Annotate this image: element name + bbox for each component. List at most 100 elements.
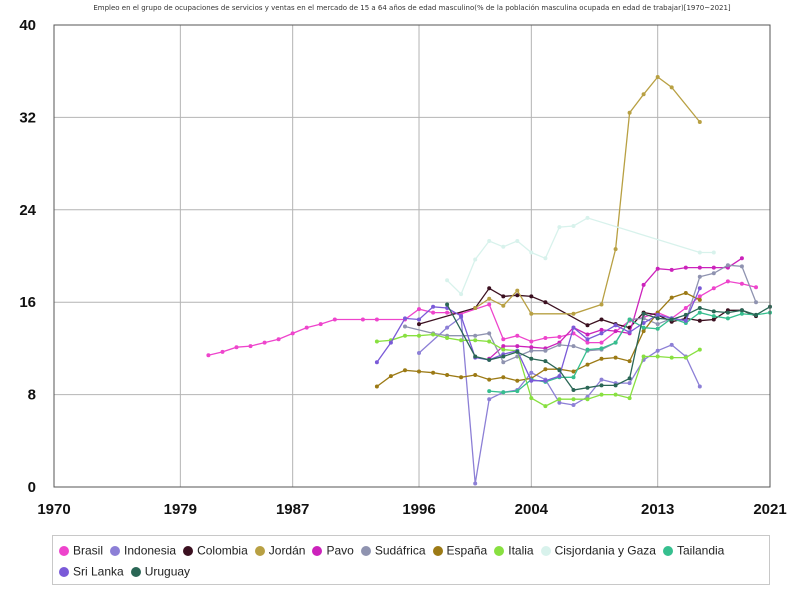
series-line — [404, 264, 757, 364]
data-point — [739, 281, 744, 286]
data-point — [529, 250, 534, 255]
data-point — [655, 322, 660, 327]
data-point — [725, 316, 730, 321]
data-point — [529, 370, 534, 375]
data-point — [332, 317, 337, 322]
data-point — [613, 355, 618, 360]
data-point — [473, 354, 478, 359]
data-point — [501, 375, 506, 380]
data-point — [599, 346, 604, 351]
data-point — [557, 374, 562, 379]
data-point — [487, 357, 492, 362]
data-point — [725, 263, 730, 268]
data-point — [697, 297, 702, 302]
data-point — [473, 338, 478, 343]
data-point — [529, 396, 534, 401]
data-point — [403, 368, 407, 373]
legend-item: Pavo — [312, 540, 354, 561]
data-point — [655, 75, 660, 79]
data-point — [374, 360, 379, 365]
data-point — [318, 322, 323, 327]
data-point — [585, 332, 590, 337]
legend-label: Jordán — [268, 543, 306, 558]
data-point — [290, 331, 295, 336]
data-point — [683, 306, 688, 310]
data-point — [459, 292, 464, 297]
x-tick-label: 1996 — [402, 501, 435, 518]
data-point — [543, 367, 548, 372]
data-point — [459, 375, 464, 380]
data-point — [627, 376, 632, 381]
data-point — [641, 325, 646, 330]
data-point — [697, 265, 702, 270]
data-point — [445, 302, 450, 307]
data-point — [360, 317, 365, 322]
x-tick-label: 1987 — [276, 501, 309, 518]
data-point — [585, 215, 590, 220]
legend-marker — [254, 545, 265, 556]
legend-item: Jordán — [254, 540, 306, 561]
data-point — [501, 344, 506, 349]
data-point — [515, 333, 520, 338]
legend-marker — [59, 545, 69, 556]
data-point — [585, 397, 590, 402]
data-point — [585, 340, 590, 345]
legend-marker — [110, 545, 121, 556]
data-point — [599, 302, 604, 307]
data-point — [669, 342, 674, 347]
data-point — [613, 340, 618, 345]
data-point — [585, 347, 590, 352]
data-point — [501, 337, 506, 342]
data-point — [711, 250, 716, 255]
data-point — [473, 257, 478, 262]
y-tick-label: 8 — [28, 387, 36, 404]
data-point — [529, 339, 534, 344]
legend-item: Colombia — [183, 540, 248, 561]
x-tick-label: 2013 — [641, 501, 674, 518]
data-point — [711, 265, 716, 270]
data-point — [571, 224, 576, 228]
data-point — [557, 368, 562, 373]
series-line — [418, 287, 757, 329]
data-point — [655, 316, 660, 321]
data-point — [641, 282, 646, 287]
data-point — [529, 348, 534, 353]
legend-item: Sudáfrica — [360, 540, 426, 561]
data-point — [655, 312, 660, 317]
data-point — [487, 389, 492, 394]
data-point — [487, 331, 492, 336]
data-point — [683, 355, 688, 360]
data-point — [262, 340, 267, 345]
data-point — [627, 330, 632, 335]
data-point — [403, 333, 407, 338]
data-point — [754, 300, 758, 305]
data-point — [641, 354, 646, 359]
data-point — [571, 311, 576, 316]
data-point — [529, 294, 534, 299]
data-point — [529, 378, 534, 383]
data-point — [697, 347, 702, 352]
data-point — [487, 339, 492, 344]
data-point — [754, 285, 758, 290]
data-point — [234, 345, 239, 350]
data-point — [515, 378, 520, 383]
data-point — [304, 325, 309, 330]
data-point — [697, 294, 702, 299]
data-point — [557, 225, 562, 230]
series-pavo — [487, 256, 744, 361]
data-point — [711, 317, 716, 322]
data-point — [501, 294, 506, 299]
data-point — [627, 396, 632, 401]
legend-item: Brasil — [59, 540, 103, 561]
data-point — [627, 359, 632, 364]
legend-item: Indonesia — [110, 540, 176, 561]
data-point — [543, 256, 548, 261]
data-point — [669, 267, 674, 272]
data-point — [641, 92, 646, 97]
data-point — [599, 377, 604, 382]
data-point — [683, 265, 688, 270]
data-point — [206, 353, 211, 358]
data-point — [571, 325, 576, 330]
data-point — [473, 333, 478, 338]
data-point — [697, 306, 702, 310]
